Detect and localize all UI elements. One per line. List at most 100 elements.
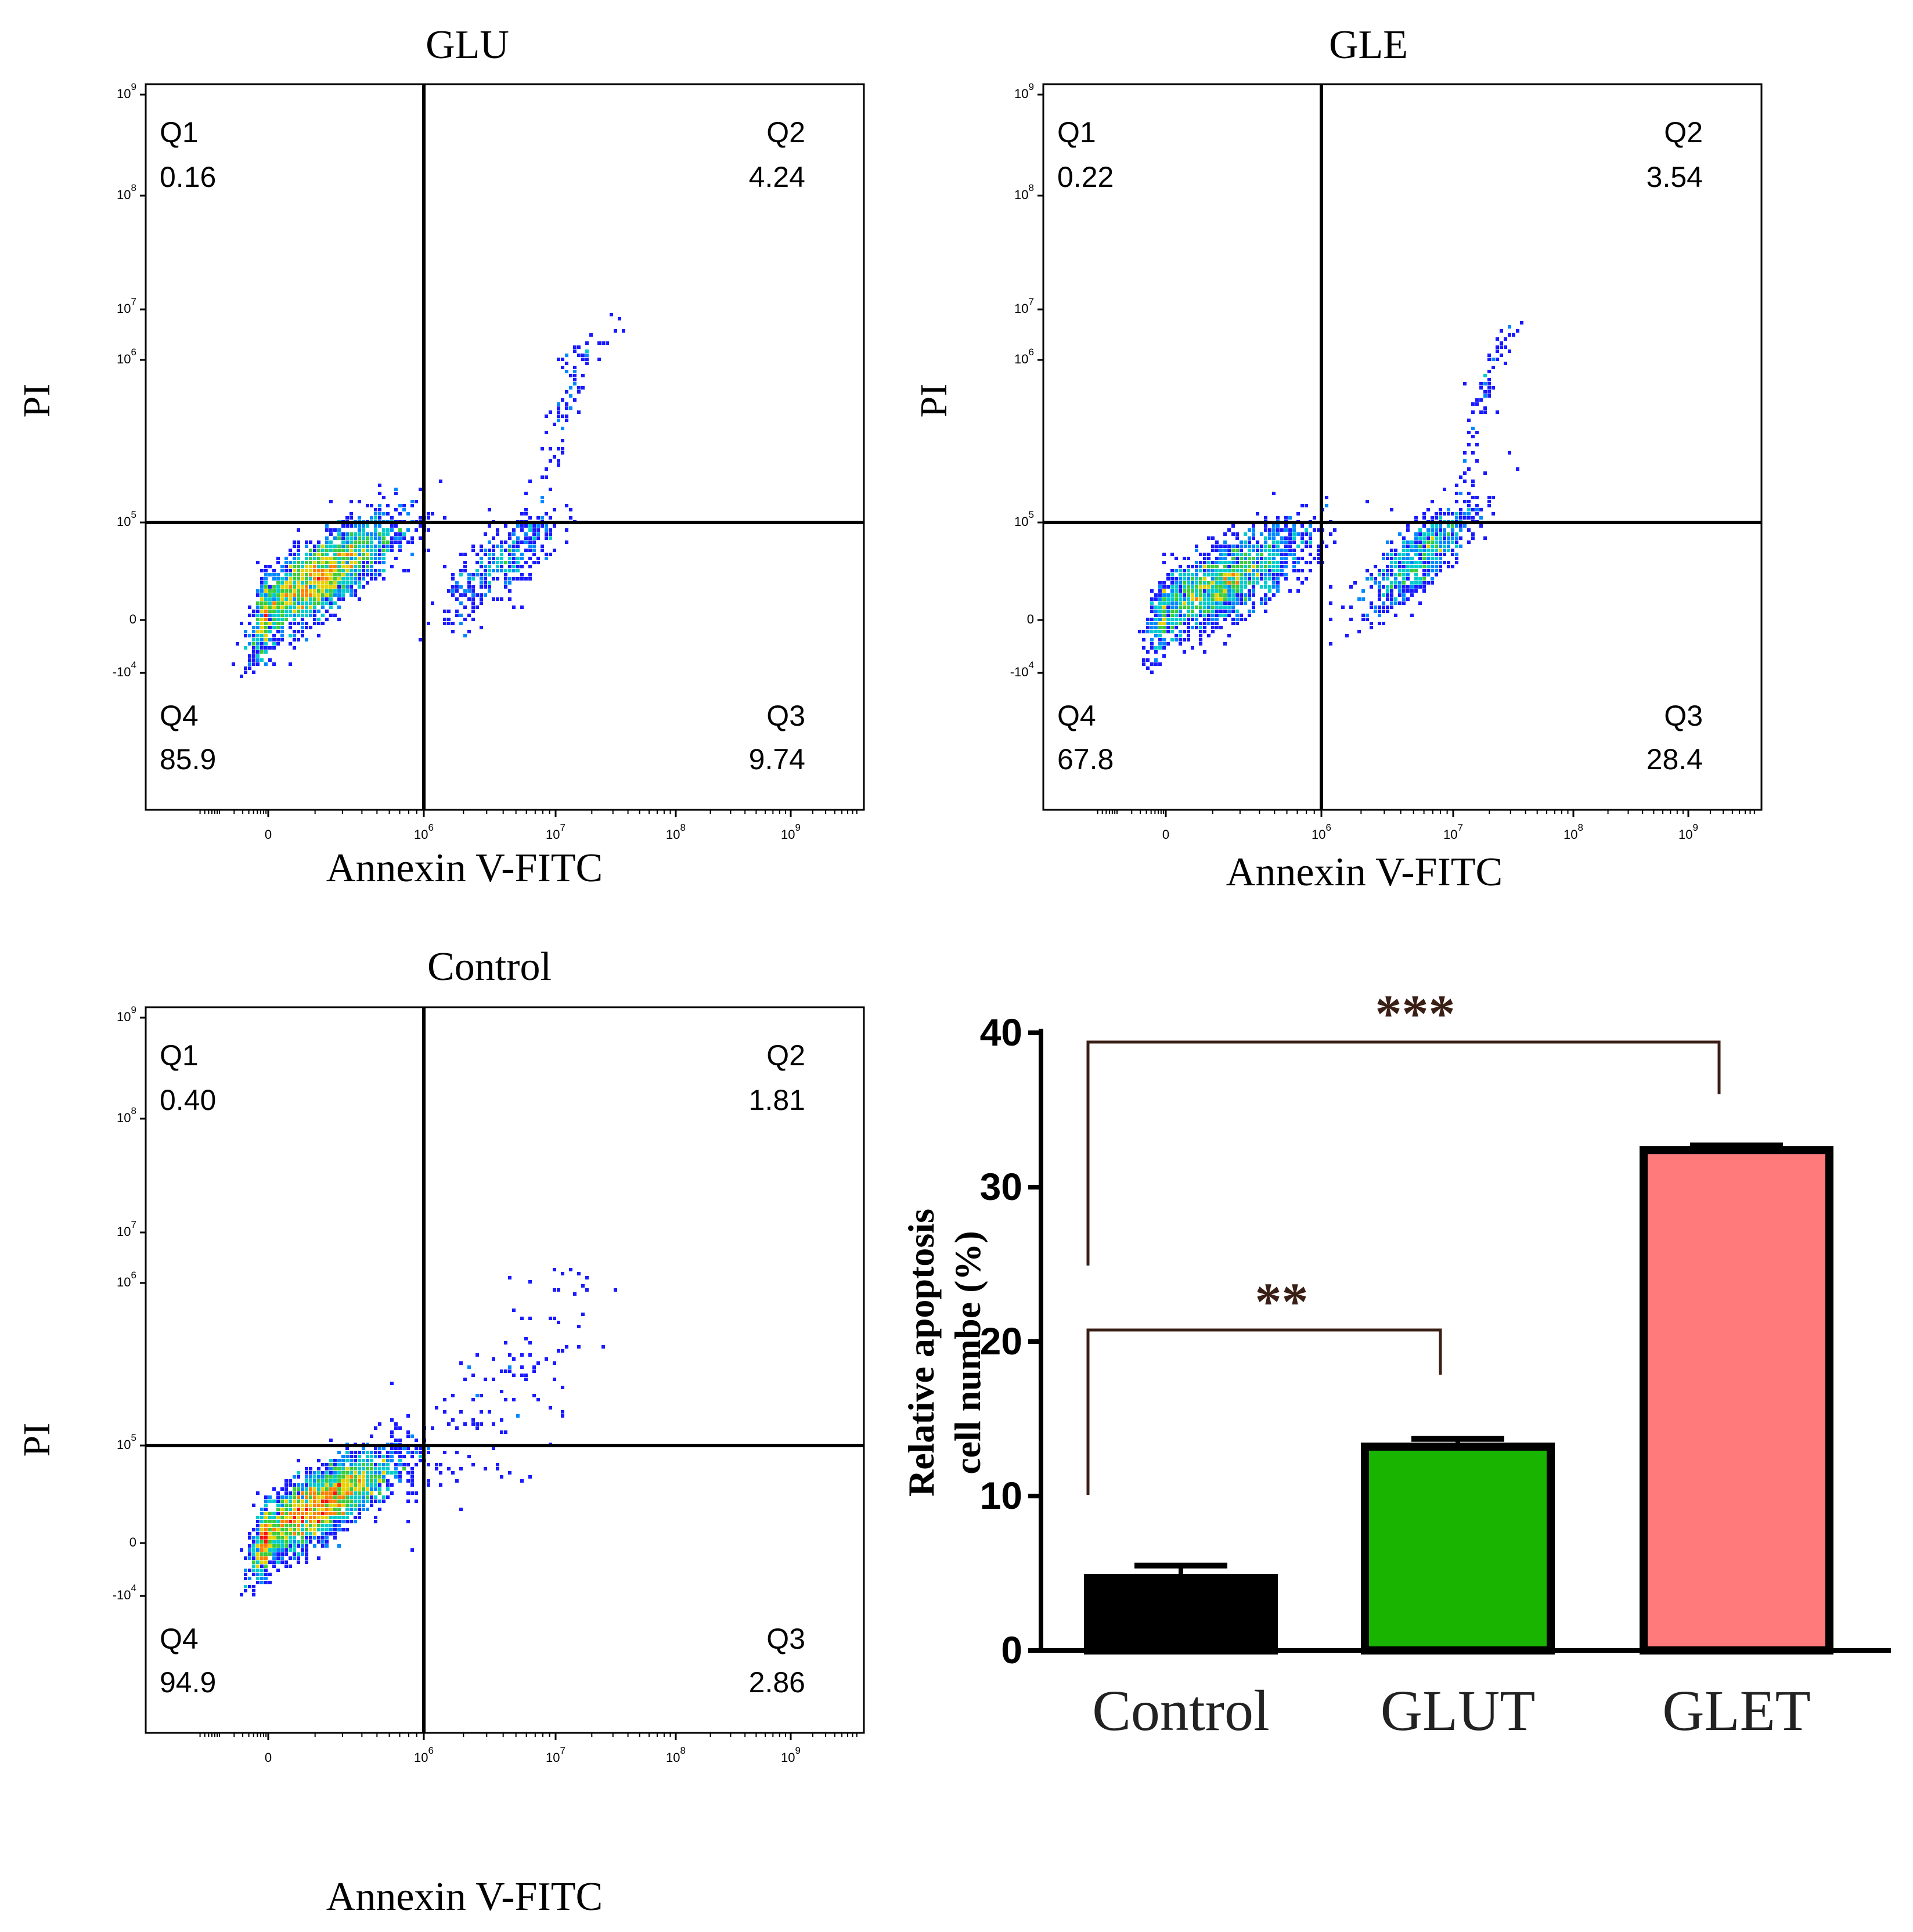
scatter-point: [1158, 605, 1162, 609]
scatter-point: [313, 1504, 316, 1507]
scatter-point: [1300, 557, 1304, 560]
scatter-point: [569, 374, 572, 377]
scatter-point: [1199, 561, 1202, 564]
scatter-point: [386, 528, 390, 532]
scatter-point: [370, 553, 373, 556]
scatter-point: [264, 597, 268, 601]
scatter-point: [248, 1544, 251, 1548]
scatter-point: [1166, 626, 1170, 629]
scatter-point: [1390, 561, 1393, 564]
scatter-point: [1211, 589, 1215, 593]
scatter-point: [268, 1536, 272, 1540]
scatter-point: [366, 1487, 369, 1491]
scatter-point: [370, 569, 373, 572]
scatter-point: [341, 569, 345, 572]
scatter-point: [1378, 614, 1381, 617]
scatter-point: [1386, 565, 1389, 568]
scatter-point: [317, 597, 320, 601]
scatter-point: [1191, 601, 1194, 605]
scatter-point: [402, 508, 406, 511]
scatter-point: [475, 1426, 479, 1430]
scatter-point: [1187, 610, 1190, 613]
scatter-point: [289, 1532, 292, 1535]
scatter-point: [382, 512, 386, 516]
scatter-point: [484, 593, 487, 597]
scatter-point: [248, 605, 251, 609]
scatter-point: [345, 1495, 349, 1499]
scatter-point: [1170, 614, 1174, 617]
scatter-point: [317, 1508, 320, 1511]
scatter-point: [317, 589, 320, 593]
scatter-point: [386, 549, 390, 552]
scatter-point: [1227, 573, 1231, 576]
scatter-point: [553, 455, 556, 459]
scatter-point: [256, 1565, 260, 1568]
scatter-point: [358, 536, 361, 540]
scatter-point: [329, 1475, 333, 1479]
scatter-point: [1195, 597, 1198, 601]
scatter-point: [1386, 569, 1389, 572]
scatter-point: [1248, 589, 1251, 593]
scatter-point: [248, 666, 251, 670]
scatter-point: [301, 1524, 304, 1527]
scatter-point: [1443, 512, 1446, 516]
scatter-point: [301, 1495, 304, 1499]
scatter-point: [614, 1288, 617, 1292]
scatter-point: [1211, 626, 1215, 629]
scatter-point: [321, 1504, 325, 1507]
quadrant-q2-label: Q2: [766, 1039, 805, 1072]
scatter-point: [1398, 593, 1402, 597]
scatter-point: [1154, 597, 1158, 601]
scatter-point: [1191, 646, 1194, 650]
scatter-point: [1479, 386, 1483, 390]
scatter-point: [362, 561, 365, 564]
quadrant-q3-label: Q3: [766, 700, 805, 732]
scatter-point: [382, 561, 386, 564]
scatter-point: [309, 1508, 312, 1511]
scatter-point: [260, 1540, 264, 1544]
scatter-point: [284, 1479, 288, 1483]
scatter-point: [1244, 573, 1247, 576]
scatter-point: [366, 540, 369, 544]
scatter-point: [528, 1317, 532, 1320]
scatter-point: [1162, 630, 1166, 633]
scatter-point: [268, 1544, 272, 1548]
scatter-point: [236, 642, 239, 646]
scatter-point: [410, 504, 414, 507]
scatter-point: [256, 634, 260, 637]
scatter-point: [1158, 589, 1162, 593]
scatter-point: [601, 1345, 605, 1349]
scatter-point: [1252, 573, 1255, 576]
scatter-point: [1175, 557, 1178, 560]
scatter-point: [536, 536, 540, 540]
scatter-point: [358, 1479, 361, 1483]
scatter-point: [1219, 557, 1223, 560]
scatter-point: [557, 402, 560, 406]
scatter-point: [532, 540, 536, 544]
scatter-point: [305, 589, 308, 593]
scatter-point: [293, 573, 296, 576]
scatter-point: [524, 561, 528, 564]
scatter-point: [520, 573, 524, 576]
scatter-point: [301, 1532, 304, 1535]
scatter-point: [1252, 549, 1255, 552]
scatter-point: [341, 1483, 345, 1487]
scatter-point: [350, 540, 353, 544]
scatter-point: [1195, 573, 1198, 576]
scatter-point: [1386, 585, 1389, 589]
scatter-point: [329, 1512, 333, 1515]
scatter-point: [1280, 569, 1284, 572]
scatter-point: [1292, 524, 1296, 528]
scatter-point: [508, 597, 511, 601]
scatter-point: [289, 1528, 292, 1531]
scatter-point: [284, 1512, 288, 1515]
scatter-point: [496, 561, 499, 564]
scatter-point: [374, 1520, 377, 1523]
scatter-point: [386, 545, 390, 548]
scatter-point: [471, 577, 475, 581]
scatter-point: [516, 524, 520, 528]
scatter-point: [297, 1487, 300, 1491]
scatter-point: [471, 593, 475, 597]
scatter-point: [1240, 597, 1243, 601]
scatter-point: [1191, 585, 1194, 589]
